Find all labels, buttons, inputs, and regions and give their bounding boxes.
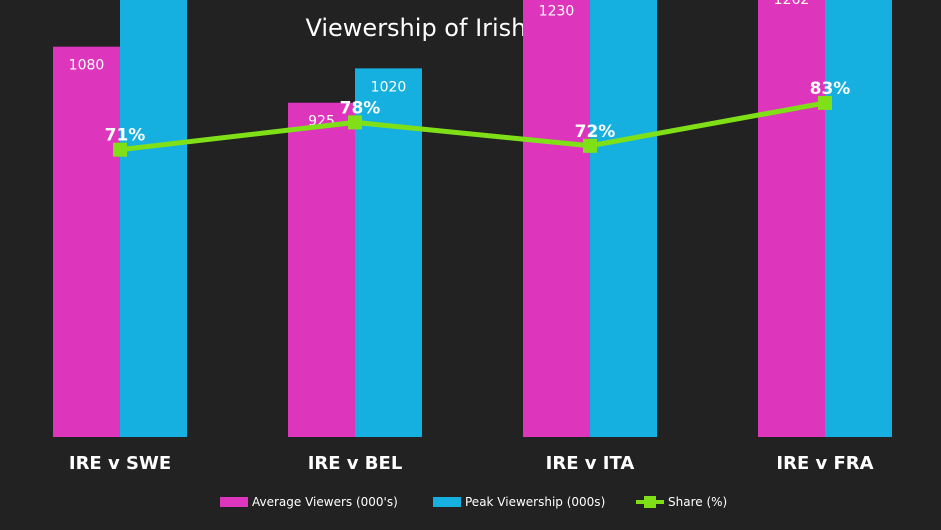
share-marker-1 [113, 142, 127, 157]
avg-viewers-bar-1 [53, 46, 120, 438]
category-label-3: IRE v ITA [546, 453, 635, 474]
share-line-layer: 71% 78% 72% 83% [105, 79, 851, 157]
avg-viewers-label-3: 1230 [539, 3, 575, 19]
legend-label-2: Peak Viewership (000s) [465, 495, 605, 509]
share-line [119, 100, 826, 153]
legend-swatch-2 [433, 497, 461, 507]
share-label-3: 72% [575, 122, 616, 142]
share-label-2: 78% [340, 98, 381, 118]
avg-viewers-label-1: 1080 [69, 58, 105, 74]
avg-viewers-label-4: 1262 [774, 0, 810, 8]
share-label-4: 83% [810, 79, 851, 99]
avg-viewers-bar-3 [523, 0, 590, 438]
legend-label-3: Share (%) [668, 495, 727, 509]
avg-viewers-bar-2 [288, 102, 355, 437]
bars-layer: 1080128892510201230140012621300 [53, 0, 892, 438]
peak-viewership-label-2: 1020 [371, 79, 407, 95]
legend-swatch-1 [220, 497, 248, 507]
peak-viewership-bar-1 [120, 0, 187, 438]
legend-label-1: Average Viewers (000's) [252, 495, 398, 509]
legend-marker-swatch [644, 496, 656, 508]
category-label-4: IRE v FRA [776, 453, 873, 474]
category-label-2: IRE v BEL [308, 453, 403, 474]
avg-viewers-bar-4 [758, 0, 825, 437]
peak-viewership-bar-3 [590, 0, 657, 437]
legend: Average Viewers (000's) Peak Viewership (… [220, 495, 727, 509]
share-marker-4 [818, 95, 832, 110]
share-label-1: 71% [105, 126, 146, 146]
peak-viewership-bar-4 [825, 0, 892, 438]
category-label-1: IRE v SWE [69, 453, 171, 474]
share-marker-3 [583, 138, 597, 153]
category-labels: IRE v SWE IRE v BEL IRE v ITA IRE v FRA [69, 453, 874, 474]
share-marker-2 [348, 115, 362, 130]
